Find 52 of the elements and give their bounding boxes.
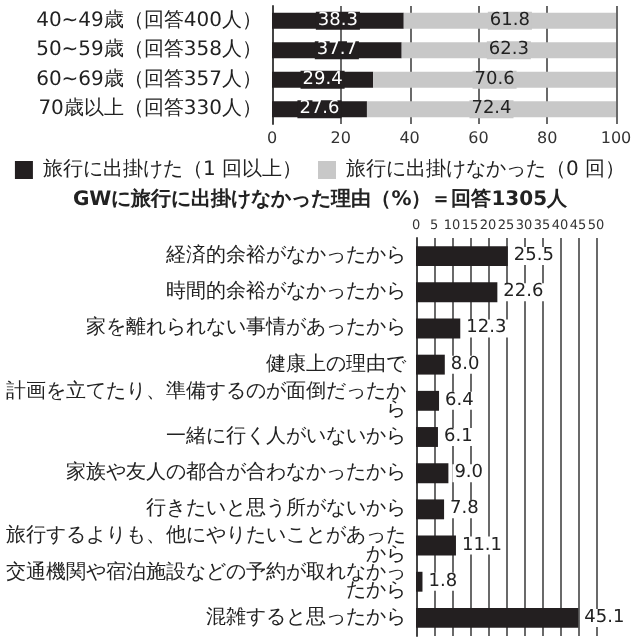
y-tick-label: 70歳以上（回答330人）	[38, 96, 262, 121]
y-tick-label: 40~49歳（回答400人）	[36, 7, 262, 32]
y-tick-label: 時間的余裕がなかったから	[166, 279, 406, 304]
x-tick-label: 20	[330, 129, 351, 147]
y-tick-label: 60~69歳（回答357人）	[36, 66, 262, 91]
bar	[416, 571, 423, 592]
y-tick-label: 家族や友人の都合が合わなかったから	[66, 460, 406, 485]
bar	[416, 535, 456, 556]
data-label: 9.0	[454, 463, 484, 484]
data-label: 29.4	[302, 69, 344, 90]
data-label: 27.6	[299, 99, 341, 120]
x-tick-label: 0	[266, 129, 278, 147]
data-label: 6.1	[443, 427, 473, 447]
y-tick-label: 経済的余裕がなかったから	[164, 243, 406, 268]
bar	[416, 607, 579, 628]
data-label: 37.7	[316, 40, 357, 61]
bar	[416, 354, 445, 375]
data-label: 70.6	[474, 69, 516, 90]
data-label: 22.6	[503, 282, 544, 303]
y-tick-label: 50~59歳（回答358人）	[36, 37, 262, 62]
bar	[416, 499, 445, 520]
y-tick-label: 混雑すると思ったから	[206, 604, 406, 629]
bar	[416, 463, 449, 484]
bar	[416, 318, 461, 339]
y-tick-label: 行きたいと思う所がないから	[146, 496, 406, 521]
legend-label: 旅行に出掛けなかった（0 回）	[346, 157, 626, 181]
y-tick-label: 家を離れられない事情があったから	[86, 315, 406, 340]
y-tick-label: 一緒に行く人がいないから	[166, 426, 406, 448]
data-label: 6.4	[445, 390, 475, 411]
data-label: 25.5	[513, 246, 554, 267]
bar	[416, 246, 508, 267]
data-label: 12.3	[466, 318, 507, 339]
x-tick-label: 60	[468, 129, 489, 147]
data-label: 1.8	[428, 571, 458, 592]
chart-title: GWに旅行に出掛けなかった理由（%）＝回答1305人	[72, 187, 570, 211]
data-label: 45.1	[584, 607, 625, 628]
data-label: 8.0	[450, 354, 480, 375]
y-tick-label: 健康上の理由で	[266, 351, 408, 376]
x-tick-label: 80	[537, 129, 558, 147]
data-label: 62.3	[488, 40, 529, 61]
bar	[416, 390, 440, 411]
data-label: 61.8	[489, 10, 531, 31]
y-tick-label: 計画を立てたり、準備するのが面倒だったから	[6, 378, 406, 422]
bar	[416, 282, 498, 303]
legend-label: 旅行に出掛けた（1 回以上）	[42, 157, 303, 181]
data-label: 72.4	[471, 99, 513, 120]
data-label: 7.8	[450, 499, 480, 520]
x-tick-label: 100	[600, 129, 632, 147]
bar	[416, 427, 438, 447]
x-tick-label: 40	[399, 129, 420, 147]
data-label: 38.3	[317, 10, 358, 31]
data-label: 11.1	[461, 535, 503, 556]
